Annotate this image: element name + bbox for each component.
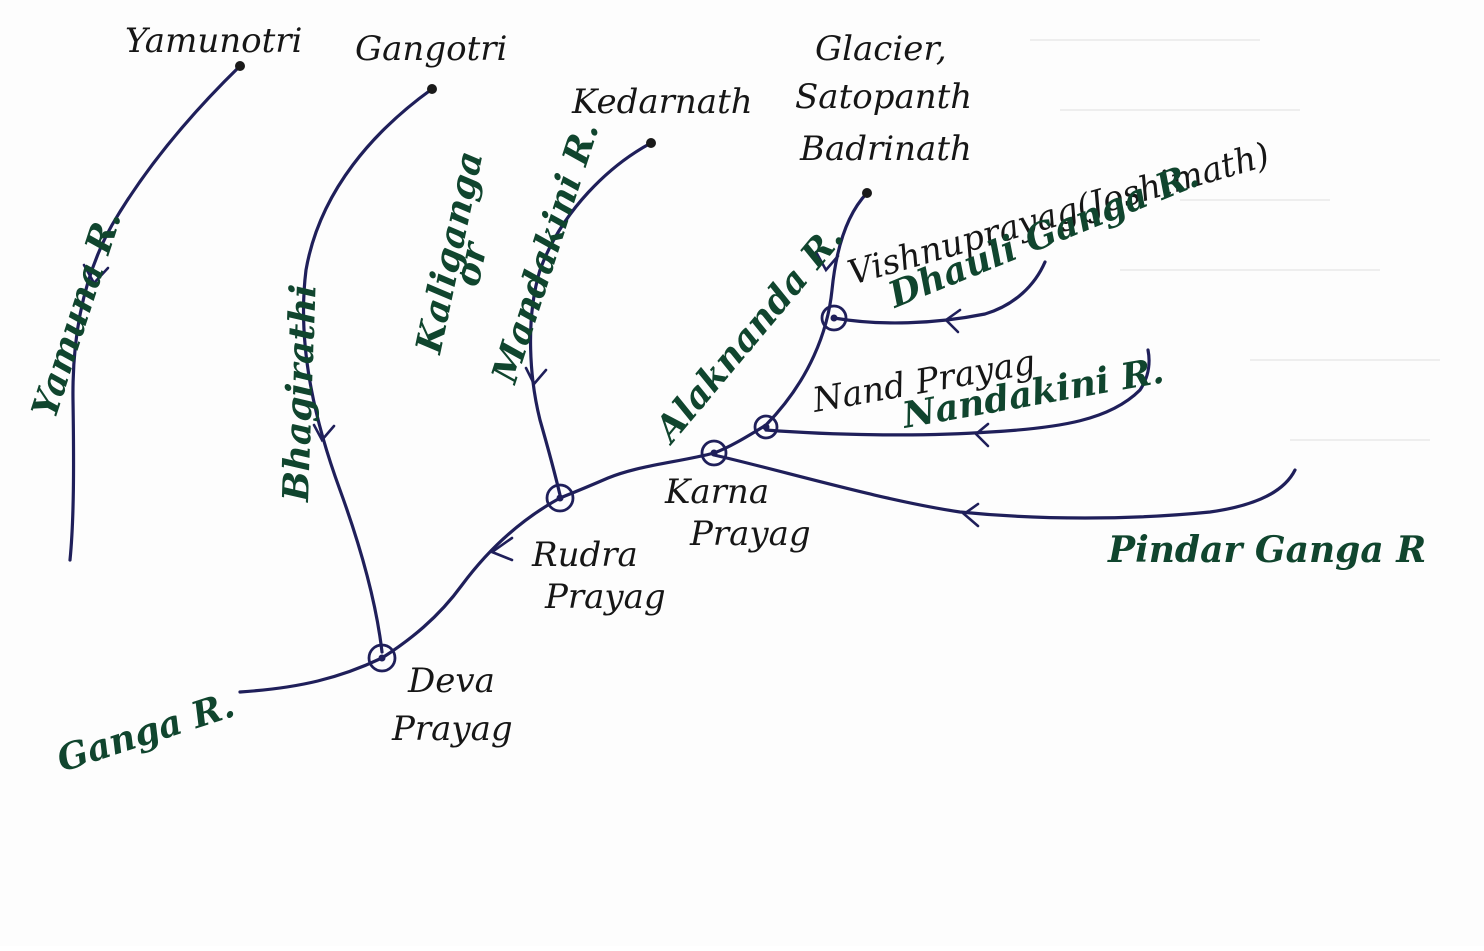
mandakini-flow-arrow (524, 366, 548, 387)
nandakini-flow-arrow (974, 422, 990, 448)
dhauli-ganga-flow-arrow (943, 308, 962, 334)
vishnuprayag-confluence (820, 304, 848, 332)
karna-label: Karna (664, 472, 769, 512)
rudra-label: Rudra (531, 535, 638, 575)
gangotri-source-dot (427, 84, 437, 94)
kaliganga-or-label: or (446, 236, 497, 290)
rudra-prayag-confluence (545, 483, 575, 513)
deva-label: Deva (407, 661, 495, 701)
pindar-ganga-river (712, 453, 1297, 520)
rudra-prayag-label: Prayag (544, 577, 666, 617)
yamuna-river-label: Yamuna R. (24, 205, 130, 422)
kedarnath-source-dot (646, 138, 656, 148)
deva-prayag-confluence (367, 643, 397, 673)
glacier-label: Glacier, (815, 29, 947, 69)
ganga-river (238, 496, 562, 694)
nand-prayag-confluence (753, 414, 779, 440)
kedarnath-label: Kedarnath (571, 82, 753, 122)
karna-prayag-label: Prayag (689, 514, 811, 554)
karna-prayag-confluence (700, 439, 728, 467)
alaknanda-flow-arrow (814, 250, 840, 273)
bhagirathi-river-label: Bhagirathi (275, 283, 325, 503)
yamuna-river (68, 64, 242, 562)
bhagirathi-flow-arrow (312, 423, 336, 443)
badrinath-source-dot (862, 188, 872, 198)
deva-prayag-label: Prayag (391, 709, 513, 749)
pindar-ganga-river-label: Pindar Ganga R (1107, 529, 1426, 571)
ganga-flow-arrow (489, 536, 514, 562)
pindar-ganga-flow-arrow (961, 502, 980, 528)
paper-marks (1030, 39, 1440, 441)
badrinath-label: Badrinath (799, 129, 972, 169)
yamuna-flow-arrow (82, 263, 110, 286)
yamunotri-label: Yamunotri (125, 21, 302, 61)
mandakini-river (528, 141, 653, 497)
yamunotri-source-dot (235, 61, 245, 71)
nandakini-river (764, 348, 1151, 437)
ganga-river-label: Ganga R. (52, 684, 240, 781)
gangotri-label: Gangotri (355, 29, 507, 69)
satopanth-label: Satopanth (795, 77, 972, 117)
mandakini-river-label: Mandakini R. (483, 117, 607, 390)
bhagirathi-river (301, 87, 434, 654)
dhauli-ganga-river (832, 260, 1047, 325)
